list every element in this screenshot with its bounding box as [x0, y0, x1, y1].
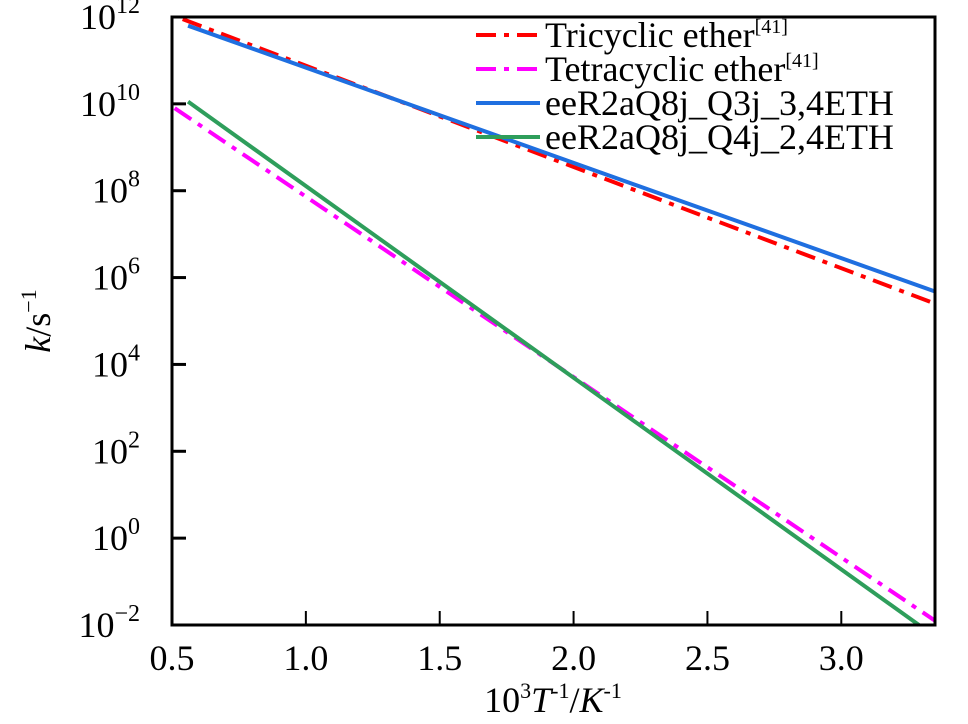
legend-label: eeR2aQ8j_Q4j_2,4ETH — [545, 117, 894, 157]
x-tick-label: 3.0 — [819, 638, 864, 678]
legend-label: Tricyclic ether[41] — [545, 15, 788, 55]
y-tick-label: 104 — [92, 340, 140, 384]
y-axis-label: k/s−1 — [16, 289, 58, 352]
x-tick-label: 1.0 — [283, 638, 328, 678]
legend-label: Tetracyclic ether[41] — [545, 49, 819, 89]
series-line-3 — [186, 100, 921, 627]
y-tick-label: 10−2 — [78, 601, 140, 645]
y-tick-label: 1012 — [80, 0, 140, 37]
legend-label: eeR2aQ8j_Q3j_3,4ETH — [545, 83, 894, 123]
y-tick-label: 102 — [92, 427, 140, 471]
y-tick-label: 100 — [92, 514, 140, 558]
x-tick-label: 2.5 — [685, 638, 730, 678]
y-tick-label: 1010 — [80, 80, 140, 124]
series-line-2 — [187, 23, 936, 294]
y-tick-label: 106 — [92, 254, 140, 298]
x-tick-label: 2.0 — [551, 638, 596, 678]
x-axis-label: 103T-1/K-1 — [484, 678, 622, 720]
x-tick-label: 1.5 — [417, 638, 462, 678]
x-tick-label: 0.5 — [150, 638, 195, 678]
y-tick-label: 108 — [92, 167, 140, 211]
plot-frame — [170, 15, 937, 627]
